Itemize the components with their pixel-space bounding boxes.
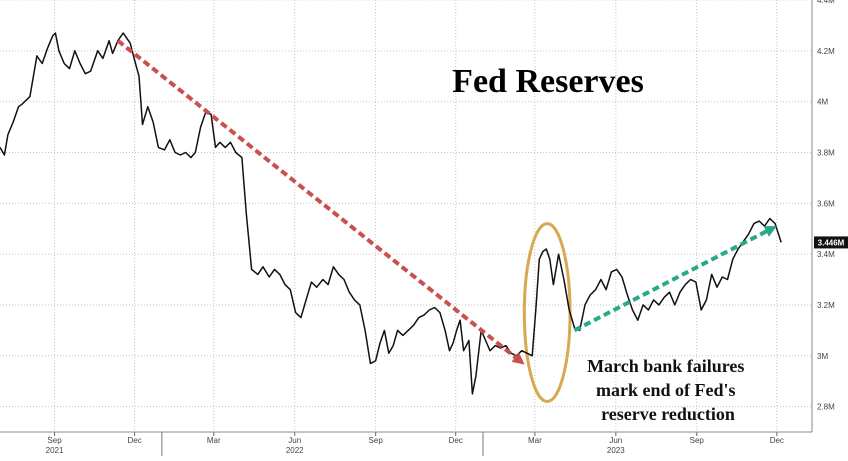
reserves-line (0, 32, 782, 395)
annotation-line-1: March bank failures (587, 356, 744, 376)
x-tick-label: Sep (690, 436, 705, 445)
y-tick-label: 3M (817, 352, 828, 361)
x-tick-label: Dec (127, 436, 141, 445)
x-tick-label: Mar (207, 436, 221, 445)
chart-title: Fed Reserves (452, 63, 644, 100)
year-label: 2022 (286, 446, 304, 455)
x-tick-label: Sep (47, 436, 62, 445)
year-label: 2021 (46, 446, 64, 455)
series-layer (0, 32, 782, 395)
x-tick-label: Mar (528, 436, 542, 445)
gridlines (0, 0, 812, 432)
last-value-box (814, 236, 848, 249)
x-tick-label: Dec (449, 436, 463, 445)
year-label: 2023 (607, 446, 625, 455)
x-tick-label: Dec (770, 436, 784, 445)
y-tick-label: 3.6M (817, 199, 835, 208)
y-tick-label: 4.4M (817, 0, 835, 5)
x-tick-label: Jun (609, 436, 622, 445)
x-tick-label: Jun (288, 436, 301, 445)
y-tick-label: 2.8M (817, 403, 835, 412)
y-tick-label: 3.8M (817, 148, 835, 157)
rise-trend-arrow (573, 225, 777, 333)
x-tick-label: Sep (369, 436, 384, 445)
y-tick-label: 4M (817, 98, 828, 107)
last-value-label: 3.446M (818, 238, 845, 247)
decline-trend-arrow (116, 39, 525, 365)
annotation-line-2: mark end of Fed's (596, 380, 736, 400)
y-tick-label: 4.2M (817, 47, 835, 56)
trend-arrows (116, 39, 777, 365)
y-tick-label: 3.4M (817, 250, 835, 259)
annotation-text: March bank failures mark end of Fed's re… (587, 356, 749, 424)
y-tick-label: 3.2M (817, 301, 835, 310)
annotation-line-3: reserve reduction (601, 404, 735, 424)
